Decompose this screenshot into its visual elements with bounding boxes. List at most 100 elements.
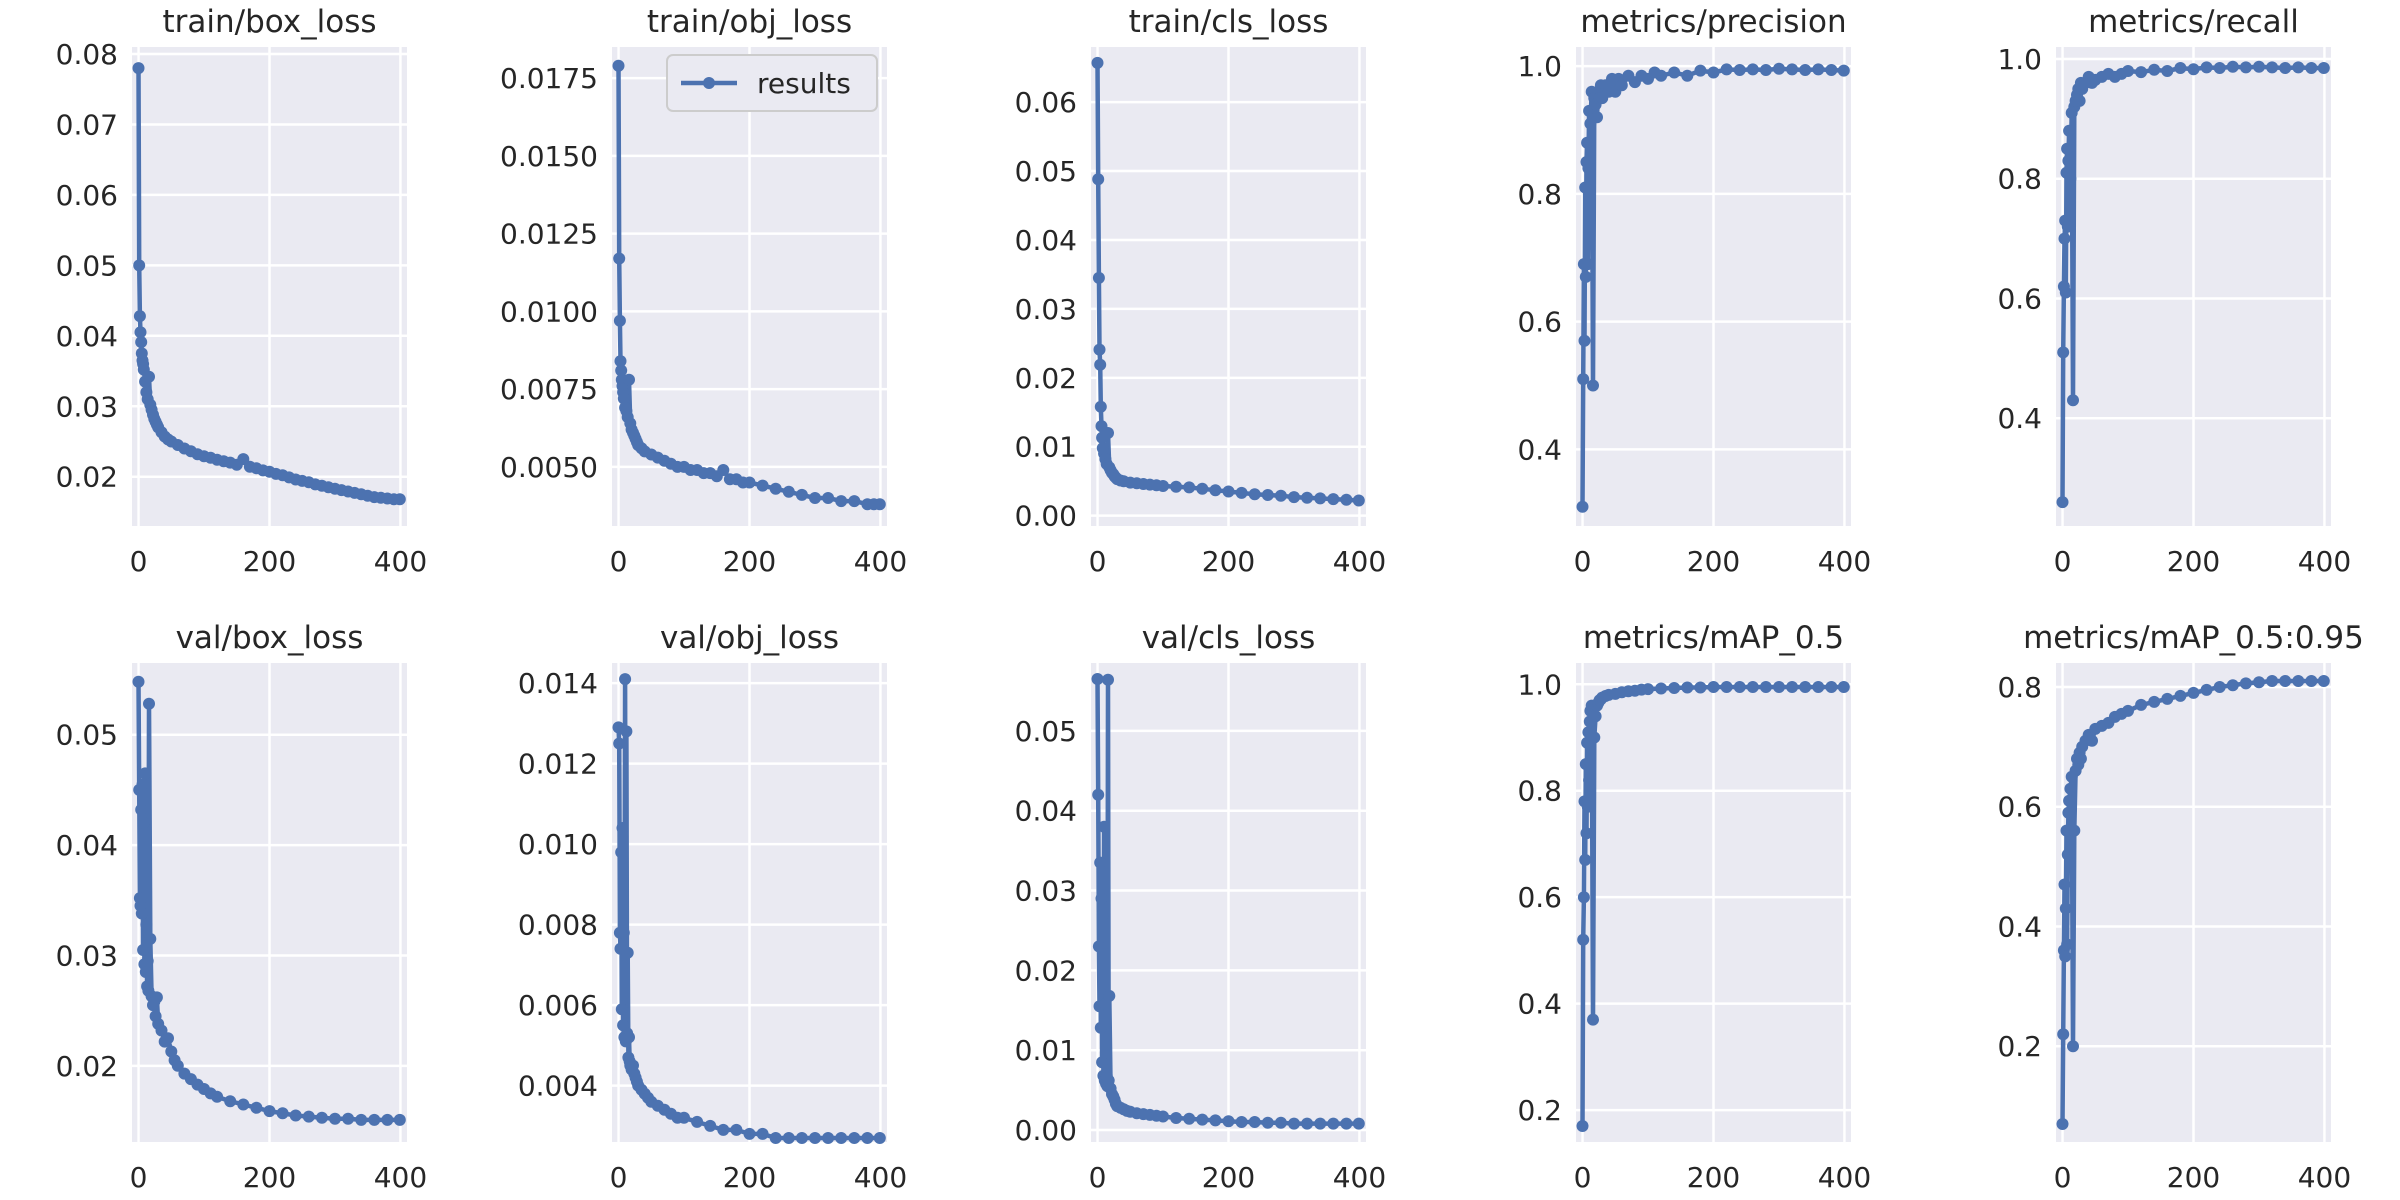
data-point [2266,675,2279,687]
data-point [1681,69,1694,82]
data-point [615,846,628,859]
data-point [2253,676,2265,689]
data-point [1655,682,1668,695]
data-point [835,1132,848,1144]
data-point [1091,673,1104,685]
y-tick-label: 0.2 [1517,1094,1562,1127]
data-point [617,392,630,405]
data-point [613,314,626,327]
data-point [873,1132,886,1144]
data-point [2148,63,2161,76]
data-point [848,1132,861,1144]
data-point [2056,1118,2069,1130]
data-point [616,822,629,834]
data-point [1094,358,1107,371]
subplot-title: train/obj_loss [647,4,852,40]
data-point [1092,271,1105,284]
data-point [2056,496,2069,509]
data-point [2068,824,2081,837]
data-point [2161,692,2174,705]
data-point [1093,343,1106,356]
data-point [1096,908,1109,921]
data-point [1098,820,1111,833]
data-point [381,1113,394,1126]
data-point [1581,800,1594,813]
data-point [134,326,147,339]
x-tick-label: 200 [243,1161,296,1194]
data-point [1707,681,1720,693]
data-point [1694,681,1707,694]
data-point [1092,788,1105,801]
data-point [1812,681,1825,693]
data-point [730,1123,743,1136]
data-point [1170,1112,1183,1124]
data-point [1580,827,1593,840]
y-tick-label: 0.6 [1517,881,1562,914]
data-point [1261,1116,1274,1129]
legend-label: results [757,67,851,100]
data-point [1157,1110,1169,1123]
data-point [1209,484,1222,497]
data-point [1577,891,1590,904]
data-point [2226,679,2239,692]
data-point [1583,774,1596,787]
data-point [1577,373,1590,386]
x-tick-label: 200 [723,1161,776,1194]
data-point [2226,60,2239,73]
data-point [1825,681,1838,693]
y-tick-label: 0.4 [1997,402,2042,435]
data-point [2061,220,2074,233]
y-tick-label: 0.004 [518,1070,598,1103]
data-point [355,1113,368,1126]
data-point [137,817,150,829]
data-point [1825,64,1838,76]
data-point [2122,65,2134,77]
data-point [2253,60,2265,73]
y-tick-label: 0.02 [56,461,118,494]
data-point [1615,79,1628,92]
data-point [1759,64,1772,76]
x-tick-label: 200 [1687,545,1740,578]
data-point [368,1113,381,1126]
y-tick-label: 0.8 [1997,671,2042,704]
data-point [1235,1116,1248,1128]
y-tick-label: 0.6 [1517,306,1562,339]
data-point [835,495,848,508]
data-point [1094,856,1107,869]
data-point [289,1109,302,1122]
data-point [1301,1117,1314,1130]
x-tick-label: 0 [1089,545,1107,578]
y-tick-label: 1.0 [1517,668,1562,701]
y-tick-label: 0.00 [1015,500,1077,533]
y-tick-label: 0.06 [56,179,118,212]
y-tick-label: 0.05 [56,719,118,752]
x-tick-label: 0 [610,545,628,578]
data-point [620,725,633,738]
y-tick-label: 0.4 [1517,433,1562,466]
data-point [250,1101,263,1114]
subplot-title: metrics/precision [1580,4,1846,40]
data-point [1720,63,1733,76]
data-point [861,1132,874,1144]
data-point [1092,940,1105,953]
x-tick-label: 200 [1202,1161,1255,1194]
y-tick-label: 0.0100 [500,295,598,328]
data-point [1102,673,1114,686]
y-tick-label: 0.03 [1015,293,1077,326]
y-tick-label: 0.04 [56,320,118,353]
data-point [1352,1117,1365,1130]
data-point [1589,710,1602,723]
data-point [1746,63,1759,76]
data-point [2279,62,2292,74]
data-point [619,673,632,686]
data-point [2148,695,2161,708]
data-point [1707,66,1720,79]
x-tick-label: 200 [243,545,296,578]
data-point [1579,270,1592,283]
data-point [1094,400,1107,413]
data-point [1196,482,1209,495]
data-point [315,1111,328,1124]
data-point [2292,61,2305,74]
data-point [2062,154,2075,167]
